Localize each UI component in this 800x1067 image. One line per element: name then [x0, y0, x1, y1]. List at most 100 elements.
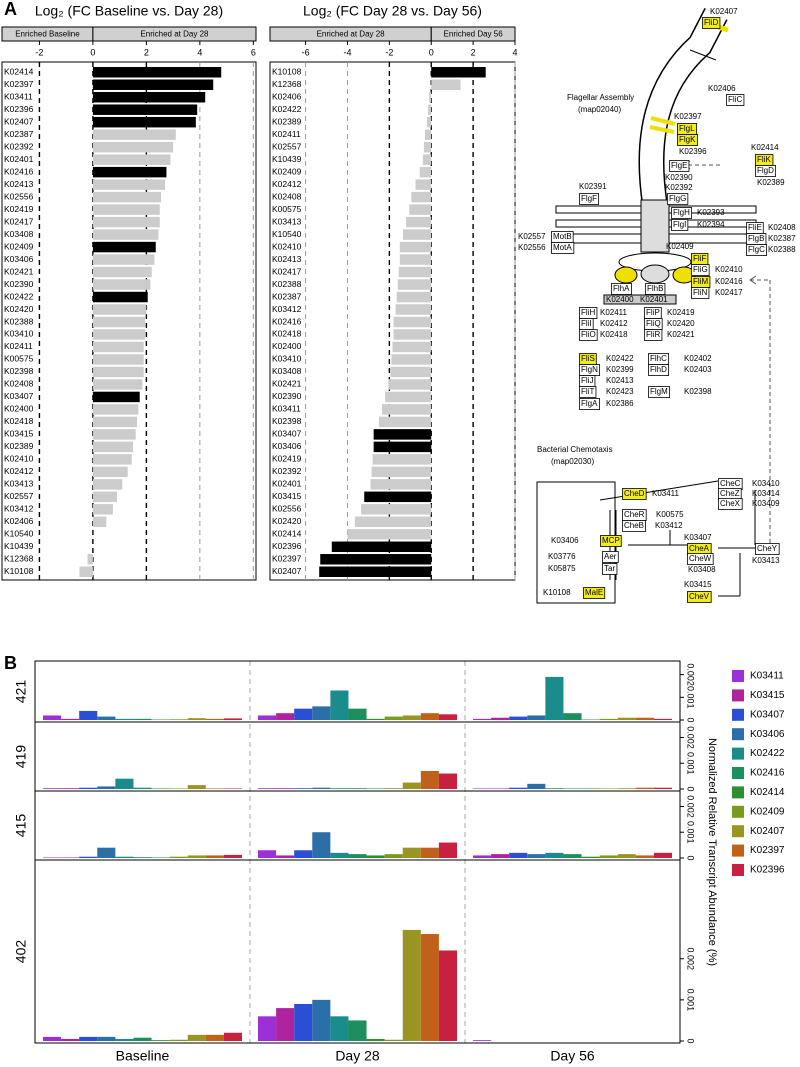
bar	[563, 854, 582, 858]
legend-swatch	[732, 864, 744, 876]
category-label: K02396	[4, 104, 34, 114]
gene-label: K02390	[665, 173, 693, 182]
legend-label: K02414	[750, 787, 785, 798]
bar	[635, 717, 654, 720]
bar	[617, 788, 636, 789]
category-label: K02387	[272, 291, 302, 301]
plot-frame	[1, 61, 257, 581]
category-label: K03407	[272, 429, 302, 439]
panel-frame	[34, 790, 681, 861]
bar	[581, 788, 600, 789]
bar	[92, 466, 128, 478]
gene-label: FlgD	[757, 166, 774, 175]
gene-label: FlgA	[581, 399, 598, 408]
bar	[438, 950, 457, 1041]
panel-row-label: 402	[13, 940, 29, 964]
x-tick-label: Day 28	[335, 1048, 380, 1064]
gene-box	[687, 591, 712, 603]
gene-label: CheR	[624, 510, 645, 519]
gene-box	[622, 520, 646, 532]
header-label: Enriched Day 56	[444, 30, 504, 39]
bar	[92, 404, 139, 415]
category-label: K02416	[4, 166, 34, 176]
gene-label: FlhA	[613, 284, 630, 293]
bar	[92, 479, 123, 490]
gene-box	[579, 386, 597, 398]
bar	[115, 778, 134, 789]
bar	[411, 191, 432, 203]
gene-label: FlhC	[650, 354, 667, 363]
export-apparatus	[603, 294, 677, 305]
bar	[276, 788, 295, 789]
bar	[92, 154, 171, 165]
category-label: K02418	[272, 329, 302, 339]
category-label: K10439	[4, 541, 34, 551]
gene-label: FlgI	[673, 220, 686, 229]
gene-label: K05875	[548, 564, 576, 573]
legend-swatch	[732, 844, 744, 857]
gene-label: FliC	[728, 95, 742, 104]
y-tick-label: 0.001	[686, 686, 696, 709]
category-label: K02412	[4, 466, 34, 476]
gene-box	[645, 283, 666, 295]
bar	[635, 855, 654, 858]
bar	[399, 241, 432, 253]
bar	[653, 852, 672, 858]
category-label: K02407	[272, 566, 302, 576]
bar	[151, 1040, 170, 1041]
bar	[509, 716, 528, 720]
bar	[43, 857, 62, 858]
gene-box	[648, 364, 670, 376]
gene-box	[602, 551, 619, 563]
gene-label: K03406	[551, 536, 579, 545]
y-tick-label: 0.001	[686, 752, 696, 775]
category-label: K02409	[4, 241, 34, 251]
category-label: K02388	[272, 279, 302, 289]
bar	[392, 341, 432, 353]
x-tick-label: 4	[197, 47, 202, 57]
bar	[115, 1038, 134, 1041]
bar	[187, 855, 206, 858]
chart-title: Log₂ (FC Baseline vs. Day 28)	[35, 3, 223, 19]
gene-box	[755, 543, 780, 555]
gene-box	[726, 94, 745, 106]
bar	[330, 1016, 349, 1041]
bar	[115, 856, 134, 858]
bar	[491, 717, 510, 720]
gene-label: K03413	[752, 556, 780, 565]
bar	[599, 788, 618, 789]
bar	[92, 116, 196, 128]
gene-label: MotA	[553, 243, 572, 252]
gene-box	[702, 17, 721, 29]
gene-label: K02409	[666, 242, 694, 251]
bar	[133, 787, 152, 789]
bar	[385, 391, 432, 403]
category-label: K03412	[272, 304, 302, 314]
y-tick-label: 0	[686, 786, 696, 791]
gene-label: K02402	[684, 354, 712, 363]
panel-label: A	[4, 0, 17, 19]
x-tick-label: 2	[144, 47, 149, 57]
gene-box	[622, 488, 647, 500]
gene-label: CheV	[689, 592, 710, 601]
y-tick-label: 0	[686, 1038, 696, 1043]
gene-box	[691, 287, 710, 299]
bar	[205, 855, 224, 858]
gene-box	[579, 329, 598, 341]
bar	[92, 329, 146, 340]
gene-label: K10108	[543, 588, 571, 597]
gene-label: FliG	[693, 265, 708, 274]
bar	[92, 266, 152, 278]
category-label: K02400	[4, 404, 34, 414]
gene-label: FlgK	[679, 135, 696, 144]
bar	[420, 770, 439, 789]
category-label: K12368	[4, 554, 34, 564]
gene-label: MalE	[585, 588, 603, 597]
gene-label: K02393	[697, 208, 725, 217]
bar	[395, 304, 432, 315]
bar	[491, 788, 510, 789]
bar	[61, 718, 80, 720]
gene-label: K02396	[679, 147, 707, 156]
bar	[509, 852, 528, 858]
bar	[388, 379, 432, 390]
